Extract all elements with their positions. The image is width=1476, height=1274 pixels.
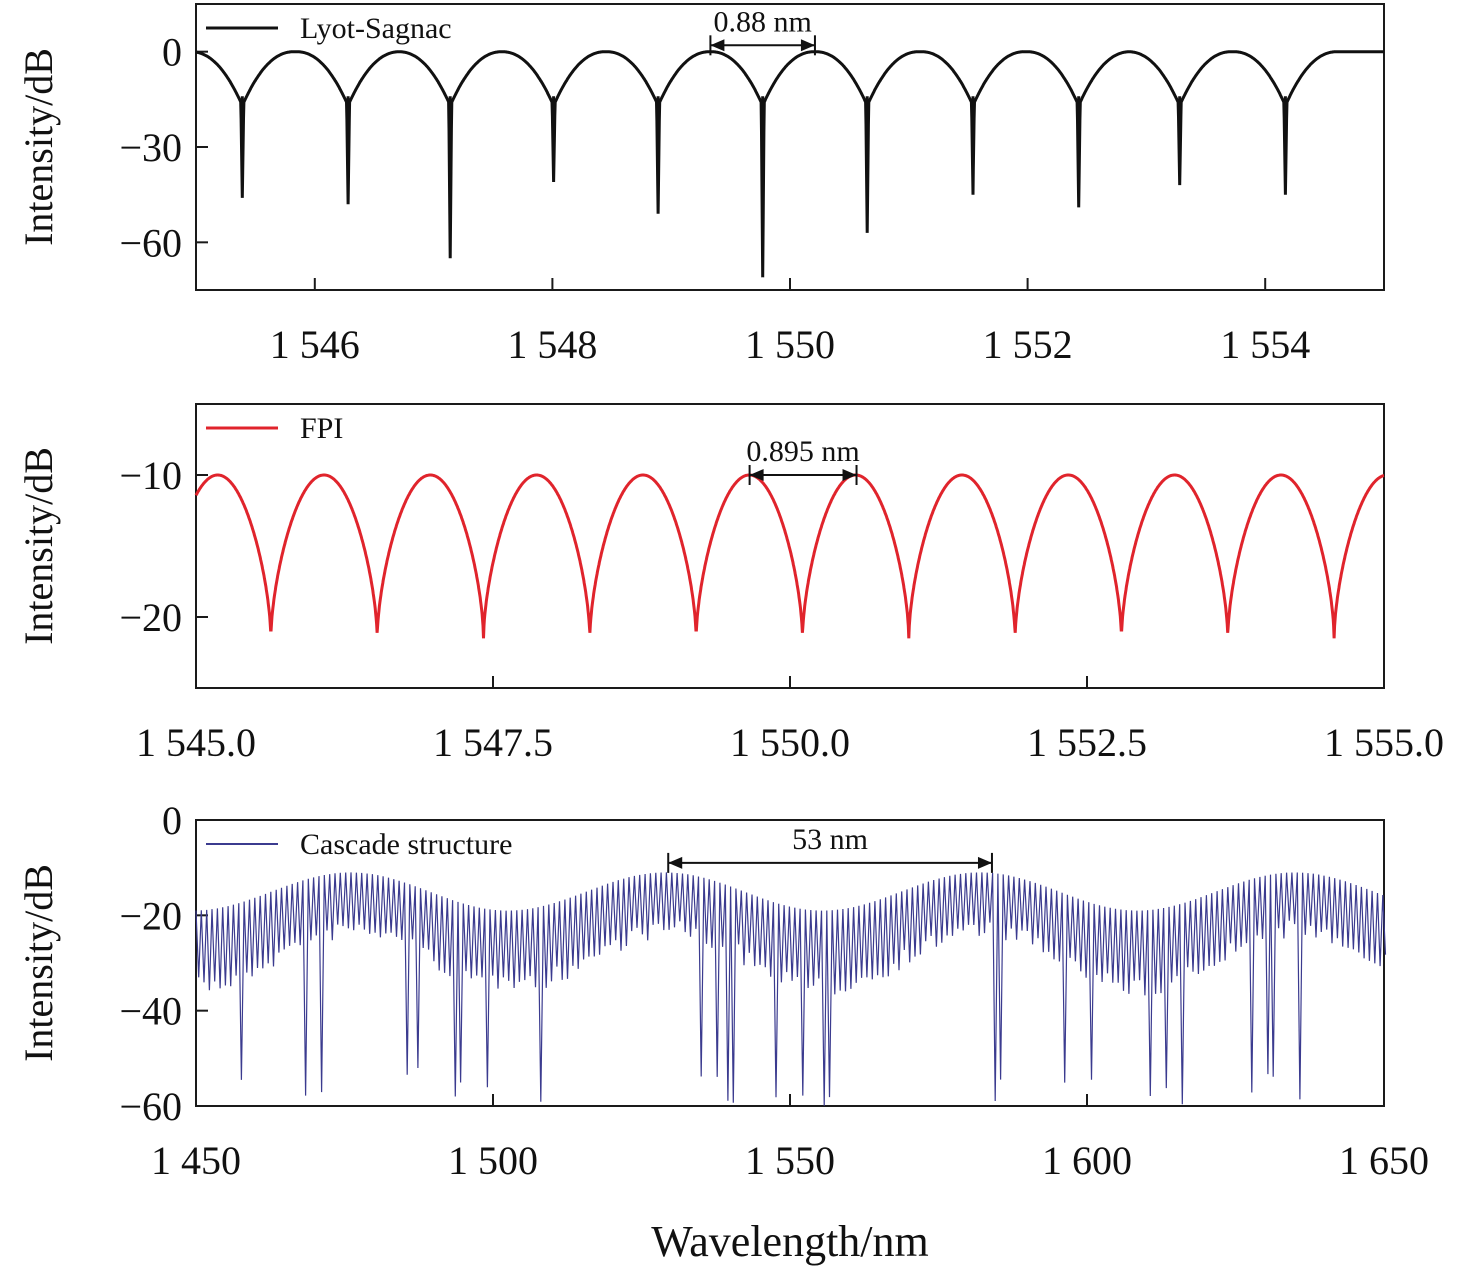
y-tick-label: −60 [119, 1084, 182, 1129]
arrow-head-left [710, 39, 725, 52]
panel-lyot-sagnac: 1 546 1 548 1 550 1 552 1 554 0 −30 −60 0.88 n… [16, 3, 1385, 367]
legend-label: Lyot-Sagnac [300, 12, 452, 45]
arrow-head-left [749, 469, 764, 481]
x-tick-label: 1 500 [448, 1138, 538, 1183]
x-tick-label: 1 550 [745, 1138, 835, 1183]
y-tick-label: 0 [162, 30, 182, 75]
arrow-head-left [668, 856, 683, 869]
spacing-annotation: 0.88 nm [709, 5, 816, 56]
legend-label: FPI [300, 412, 343, 445]
panel-fpi: 1 545.0 1 547.5 1 550.0 1 552.5 1 555.0 −10−… [16, 403, 1444, 765]
y-axis-label: Intensity/dB [16, 48, 61, 246]
y-axis-label: Intensity/dB [16, 864, 61, 1062]
x-axis-label: Wavelength/nm [651, 1217, 929, 1266]
x-tick-label: 1 552 [983, 322, 1073, 367]
plot-frame [195, 3, 1385, 291]
series-line-cascade [195, 872, 1387, 1106]
legend: Lyot-Sagnac [206, 12, 452, 45]
y-ticks: 0 −30 −60 [119, 30, 208, 265]
x-tick-label: 1 552.5 [1027, 720, 1147, 765]
y-tick-label: −20 [119, 595, 182, 640]
y-tick-label: 0 [162, 798, 182, 843]
x-tick-label: 1 550 [745, 322, 835, 367]
spacing-annotation: 0.895 nm [746, 435, 860, 485]
legend: FPI [206, 412, 343, 445]
x-tick-label: 1 547.5 [433, 720, 553, 765]
x-tick-label: 1 600 [1042, 1138, 1132, 1183]
x-tick-label: 1 545.0 [136, 720, 256, 765]
arrow-head-right [842, 469, 857, 481]
spacing-label: 0.88 nm [714, 5, 812, 38]
x-tick-label: 1 555.0 [1324, 720, 1444, 765]
series-line-lyot-sagnac [195, 50, 1384, 278]
y-tick-label: −10 [119, 453, 182, 498]
x-tick-label: 1 550.0 [730, 720, 850, 765]
x-ticks: 1 545.0 1 547.5 1 550.0 1 552.5 1 555.0 [136, 676, 1444, 765]
x-tick-label: 1 650 [1339, 1138, 1429, 1183]
y-tick-label: −20 [119, 893, 182, 938]
x-tick-label: 1 450 [151, 1138, 241, 1183]
spacing-annotation: 53 nm [667, 823, 993, 873]
y-tick-label: −30 [119, 125, 182, 170]
legend-label: Cascade structure [300, 828, 512, 861]
legend: Cascade structure [206, 828, 512, 861]
x-tick-label: 1 554 [1220, 322, 1310, 367]
x-ticks: 1 546 1 548 1 550 1 552 1 554 [270, 278, 1310, 367]
arrow-head-right [977, 856, 992, 869]
series-line-fpi [194, 473, 1385, 639]
y-ticks: 0 −20 −40 −60 [119, 798, 208, 1129]
y-axis-label: Intensity/dB [16, 447, 61, 645]
x-tick-label: 1 548 [507, 322, 597, 367]
arrow-head-right [800, 39, 815, 52]
spacing-label: 53 nm [792, 823, 868, 856]
y-ticks: −10 −20 [119, 453, 208, 640]
x-ticks: 1 450 1 500 1 550 1 600 1 650 [151, 1094, 1429, 1183]
y-tick-label: −60 [119, 220, 182, 265]
panel-cascade: 1 450 1 500 1 550 1 600 1 650 0 −20 −40 −60 53 … [16, 798, 1429, 1183]
y-tick-label: −40 [119, 989, 182, 1034]
x-tick-label: 1 546 [270, 322, 360, 367]
spacing-label: 0.895 nm [746, 435, 859, 468]
